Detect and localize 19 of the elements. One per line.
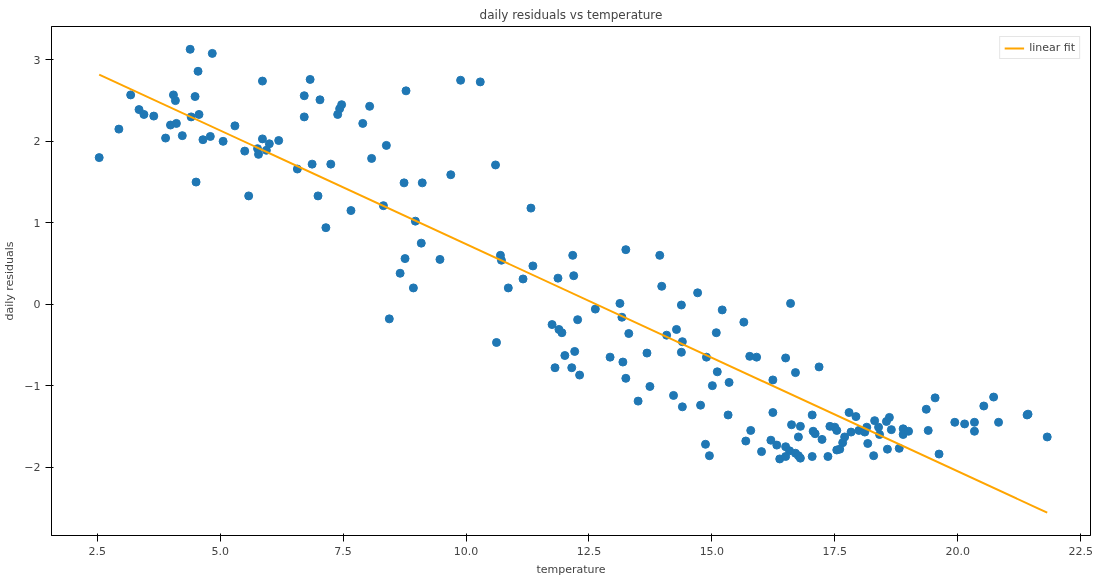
- y-tick-label: −2: [24, 461, 41, 475]
- legend-label: linear fit: [1029, 41, 1075, 54]
- y-tick-label: 0: [33, 298, 41, 312]
- x-tick-label: 12.5: [576, 544, 602, 558]
- y-tick-label: 3: [33, 53, 41, 67]
- x-tick-label: 10.0: [453, 544, 479, 558]
- chart-title: daily residuals vs temperature: [479, 7, 663, 22]
- x-tick-label: 15.0: [699, 544, 725, 558]
- x-tick-label: 17.5: [822, 544, 848, 558]
- y-tick-label: −1: [24, 379, 41, 393]
- x-tick-label: 7.5: [334, 544, 352, 558]
- y-tick-label: 2: [33, 135, 41, 149]
- x-tick-label: 2.5: [88, 544, 106, 558]
- x-tick-label: 22.5: [1068, 544, 1093, 558]
- y-axis-title: daily residuals: [3, 241, 17, 321]
- y-tick-label: 1: [33, 216, 41, 230]
- x-tick-label: 5.0: [211, 544, 229, 558]
- x-axis-title: temperature: [536, 562, 606, 576]
- x-tick-label: 20.0: [945, 544, 970, 558]
